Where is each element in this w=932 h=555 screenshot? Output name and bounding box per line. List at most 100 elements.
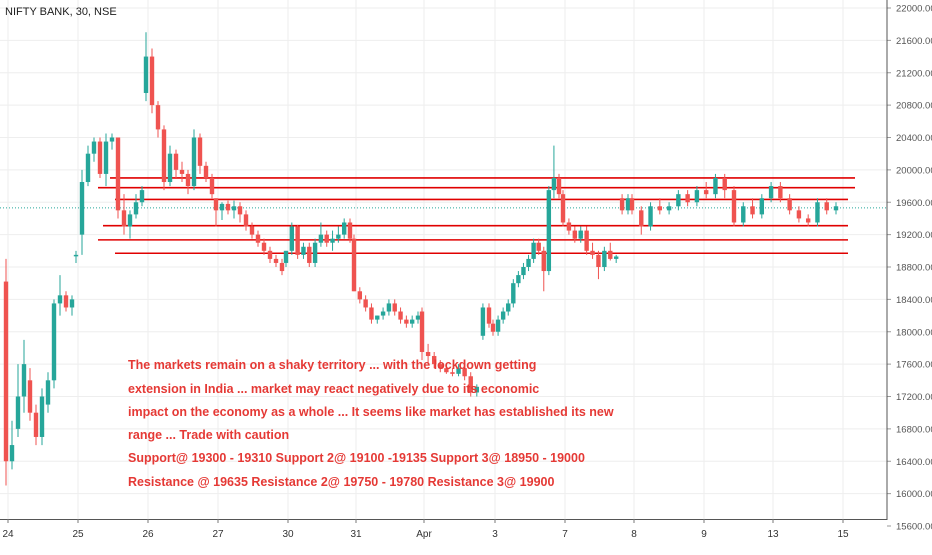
candle-body xyxy=(79,182,85,235)
y-tick-label: 19600.00 xyxy=(896,198,932,209)
candle-body xyxy=(347,222,353,239)
candle-body xyxy=(419,311,425,352)
candle-body xyxy=(541,250,546,272)
candle-body xyxy=(560,194,566,223)
candle-body xyxy=(657,206,663,211)
candles xyxy=(3,32,839,486)
annotation-line: extension in India ... market may react … xyxy=(128,382,540,396)
candle-body xyxy=(225,203,231,211)
candle-body xyxy=(536,242,541,251)
candle-body xyxy=(115,137,121,211)
candle-body xyxy=(731,190,737,223)
candle-body xyxy=(375,315,380,320)
candle-body xyxy=(750,206,755,215)
candle-body xyxy=(191,137,197,187)
annotation-resistance: Resistance @ 19635 Resistance 2@ 19750 -… xyxy=(128,475,555,489)
candle-body xyxy=(121,210,127,227)
candle-body xyxy=(261,242,267,251)
candle-body xyxy=(815,202,820,223)
y-tick-label: 17200.00 xyxy=(896,392,932,403)
candle-body xyxy=(490,323,496,332)
candle-body xyxy=(9,445,15,462)
y-tick-label: 21600.00 xyxy=(896,36,932,47)
candle-body xyxy=(602,250,607,267)
x-tick-label: 30 xyxy=(282,529,294,540)
candle-body xyxy=(301,246,306,255)
x-tick-label: 15 xyxy=(837,529,849,540)
y-tick-label: 20800.00 xyxy=(896,101,932,112)
price-axis: 22000.00 21600.00 21200.00 20800.00 20400.00… xyxy=(886,0,932,533)
candle-body xyxy=(173,153,179,170)
candle-body xyxy=(45,380,51,405)
candle-body xyxy=(357,291,363,300)
candle-body xyxy=(431,356,437,365)
x-tick-label: 7 xyxy=(562,529,568,540)
candle-body xyxy=(578,230,583,239)
candle-body xyxy=(768,186,774,199)
y-tick-label: 21200.00 xyxy=(896,68,932,79)
candle-body xyxy=(324,234,329,243)
candle-body xyxy=(369,307,374,320)
candle-body xyxy=(318,234,324,243)
candle-body xyxy=(584,230,589,251)
candle-body xyxy=(556,177,562,195)
candle-body xyxy=(109,137,115,142)
candle-body xyxy=(279,262,285,272)
candle-body xyxy=(521,267,526,276)
candle-body xyxy=(386,303,392,312)
candle-body xyxy=(237,206,243,215)
x-tick-label: 26 xyxy=(142,529,154,540)
y-tick-label: 16000.00 xyxy=(896,489,932,500)
candle-body xyxy=(566,222,572,231)
y-tick-label: 17600.00 xyxy=(896,360,932,371)
y-tick-label: 16800.00 xyxy=(896,424,932,435)
candle-body xyxy=(39,396,45,437)
candle-body xyxy=(778,186,783,199)
candle-body xyxy=(161,129,167,183)
candle-body xyxy=(255,234,261,243)
x-tick-label: 3 xyxy=(492,529,498,540)
candle-body xyxy=(243,214,249,227)
candle-body xyxy=(438,364,443,369)
support-resistance-levels xyxy=(0,177,887,255)
candle-body xyxy=(33,412,39,437)
candle-body xyxy=(231,206,237,211)
candle-body xyxy=(295,226,300,255)
x-tick-label: 9 xyxy=(701,529,707,540)
candle-body xyxy=(625,198,631,211)
candle-body xyxy=(167,153,173,183)
candle-body xyxy=(639,210,644,227)
time-axis: 24 25 26 27 30 31 Apr 3 7 8 9 13 15 xyxy=(0,519,887,540)
candle-body xyxy=(312,242,318,263)
candle-body xyxy=(341,222,347,235)
candle-body xyxy=(203,165,209,178)
candle-body xyxy=(51,303,57,381)
candle-body xyxy=(495,319,501,332)
candle-body xyxy=(336,234,341,239)
y-tick-label: 16400.00 xyxy=(896,457,932,468)
candle-body xyxy=(506,303,511,312)
candle-body xyxy=(21,364,27,397)
candle-body xyxy=(307,246,312,263)
annotation-line: range ... Trade with caution xyxy=(128,428,290,442)
candle-body xyxy=(213,198,219,211)
candle-body xyxy=(666,206,672,211)
candle-body xyxy=(425,351,431,357)
candle-body xyxy=(474,386,480,393)
candle-body xyxy=(613,256,619,259)
candle-body xyxy=(741,206,746,223)
candle-body xyxy=(179,169,185,174)
candle-body xyxy=(127,214,133,227)
annotation-line: impact on the economy as a whole ... It … xyxy=(128,405,614,419)
candle-body xyxy=(3,281,9,462)
candle-body xyxy=(619,198,625,211)
y-tick-label: 20000.00 xyxy=(896,165,932,176)
candle-body xyxy=(805,218,811,223)
candle-body xyxy=(796,210,802,219)
candle-body xyxy=(450,372,455,374)
y-tick-label: 22000.00 xyxy=(896,4,932,15)
candle-body xyxy=(694,190,700,203)
candle-body xyxy=(380,311,386,316)
